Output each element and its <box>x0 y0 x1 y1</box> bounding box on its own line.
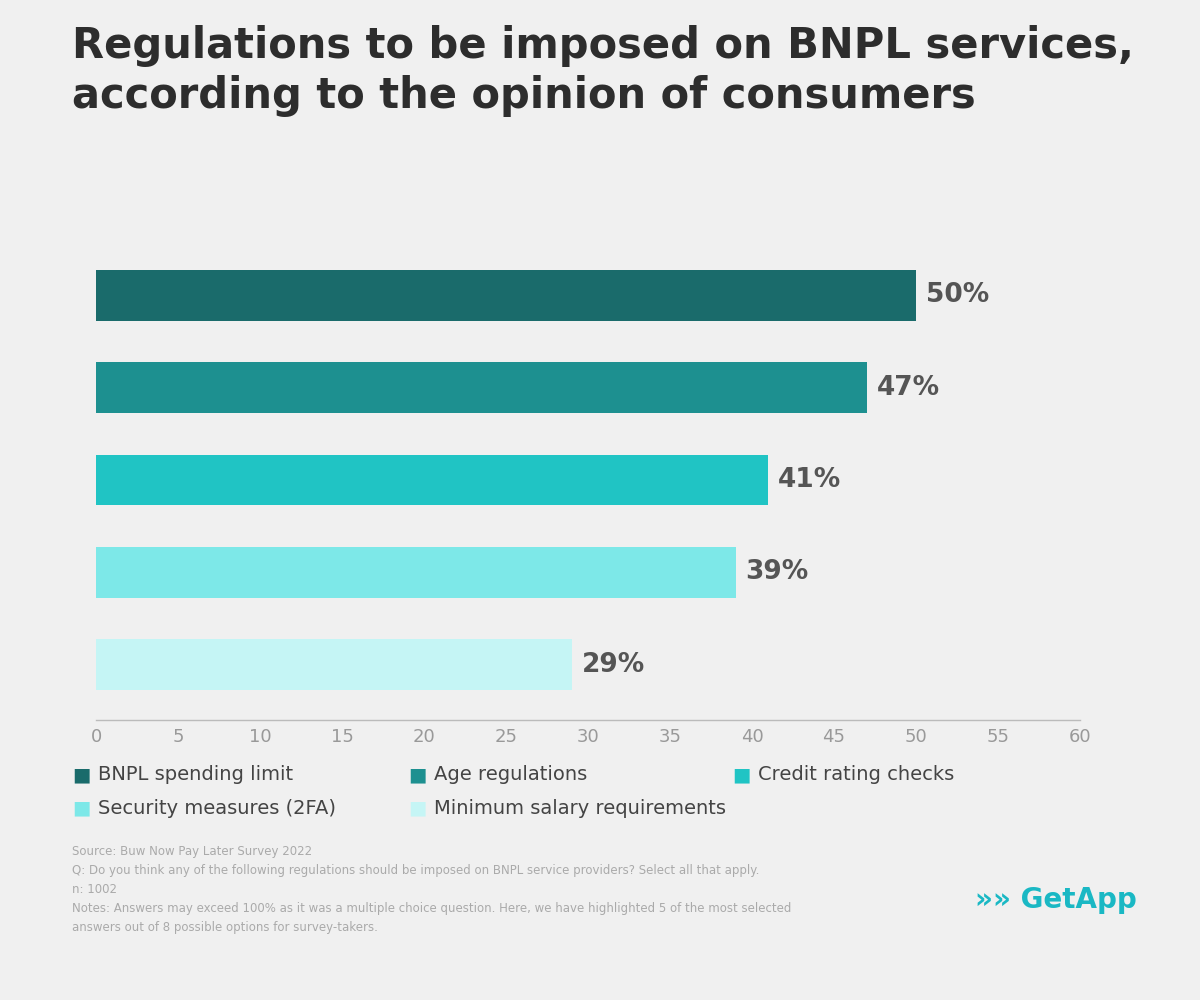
Text: ■: ■ <box>732 766 750 784</box>
Text: ■: ■ <box>72 766 90 784</box>
Text: ■: ■ <box>408 798 426 818</box>
Text: ■: ■ <box>408 766 426 784</box>
Text: ■: ■ <box>72 798 90 818</box>
Text: BNPL spending limit: BNPL spending limit <box>98 766 294 784</box>
Text: 47%: 47% <box>877 375 940 401</box>
Text: »» GetApp: »» GetApp <box>976 886 1136 914</box>
Bar <box>96 639 571 690</box>
Text: Minimum salary requirements: Minimum salary requirements <box>434 798 726 818</box>
Bar <box>96 455 768 505</box>
Bar <box>96 547 736 598</box>
Text: Regulations to be imposed on BNPL services,
according to the opinion of consumer: Regulations to be imposed on BNPL servic… <box>72 25 1134 117</box>
Text: Age regulations: Age regulations <box>434 766 588 784</box>
Bar <box>96 362 866 413</box>
Text: Source: Buw Now Pay Later Survey 2022
Q: Do you think any of the following regul: Source: Buw Now Pay Later Survey 2022 Q:… <box>72 845 791 934</box>
Bar <box>96 270 916 321</box>
Text: 41%: 41% <box>779 467 841 493</box>
Text: 50%: 50% <box>926 282 989 308</box>
Text: 39%: 39% <box>745 559 809 585</box>
Text: Credit rating checks: Credit rating checks <box>758 766 955 784</box>
Text: 29%: 29% <box>582 652 644 678</box>
Text: Security measures (2FA): Security measures (2FA) <box>98 798 336 818</box>
